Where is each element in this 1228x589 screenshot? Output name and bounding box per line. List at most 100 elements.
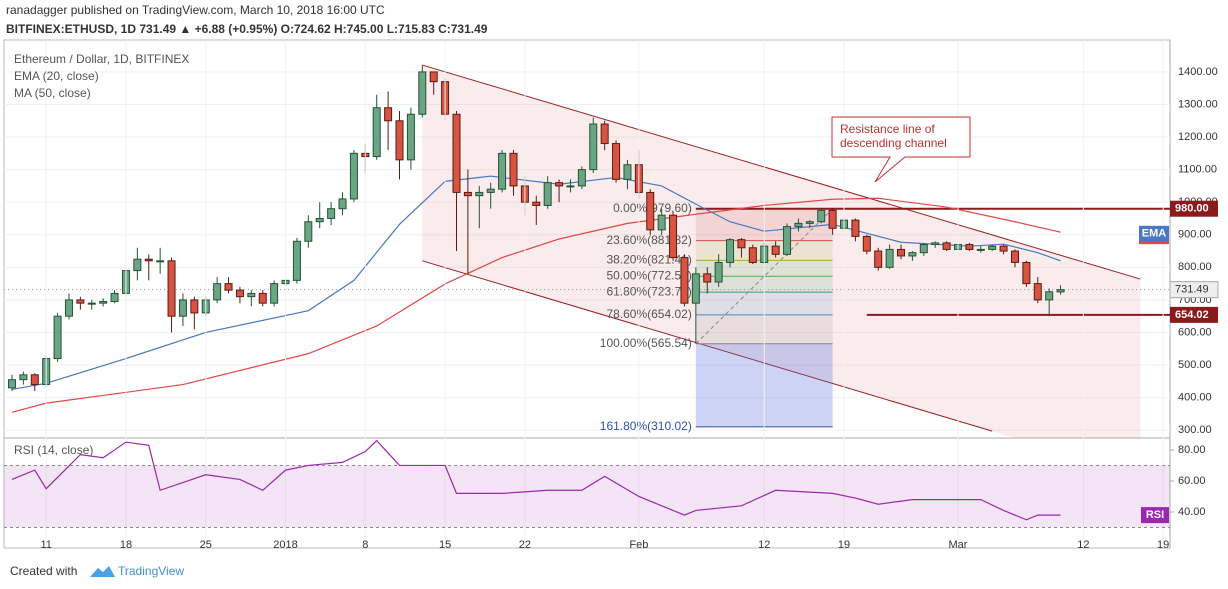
candle-body (897, 248, 906, 257)
candle-body (304, 221, 313, 242)
candle-body (64, 299, 73, 317)
candle-body (418, 71, 427, 115)
y-tick-label: 1300.00 (1178, 98, 1218, 110)
y-tick-label: 300.00 (1178, 424, 1212, 436)
candle-body (110, 292, 119, 303)
candle-body (737, 239, 746, 249)
candle-body (703, 273, 712, 283)
rsi-tick-label: 60.00 (1178, 475, 1206, 487)
channel-fill (422, 65, 1141, 438)
candle-body (178, 299, 187, 317)
candle-body (19, 374, 28, 381)
footer-created: Created with (10, 564, 77, 578)
y-tick-label: 1200.00 (1178, 131, 1218, 143)
fib-label: 78.60%(654.02) (606, 307, 691, 321)
candle-body (1056, 289, 1065, 293)
candle-body (714, 261, 723, 283)
candle-body (167, 260, 176, 317)
candle-body (555, 182, 564, 187)
candle-body (908, 252, 917, 257)
candle-body (292, 240, 301, 281)
y-tick-label: 500.00 (1178, 359, 1212, 371)
candle-body (1010, 250, 1019, 263)
price-tag-label: 980.00 (1175, 203, 1209, 215)
x-tick-label: 15 (439, 539, 451, 551)
candle-body (1022, 261, 1031, 285)
candle-body (612, 143, 621, 180)
candle-body (862, 235, 871, 252)
annotation-text: Resistance line of (840, 122, 935, 136)
candle-body (942, 242, 951, 250)
candle-body (589, 123, 598, 171)
rsi-band (4, 465, 1170, 528)
fib-label: 50.00%(772.57) (606, 268, 691, 282)
x-tick-label: Feb (629, 539, 648, 551)
chart: 0.00%(979.60)23.60%(881.82)38.20%(821.41… (4, 40, 1219, 551)
candle-body (828, 209, 837, 229)
price-tag (1170, 200, 1218, 217)
candle-body (657, 214, 666, 231)
candle-body (406, 113, 415, 161)
price-tag-label: 654.02 (1175, 309, 1209, 321)
x-tick-label: 12 (758, 539, 770, 551)
indicator-tag (1139, 225, 1169, 242)
candle-body (965, 244, 974, 250)
legend-entry: MA (50, close) (14, 86, 91, 100)
candle-body (577, 169, 586, 187)
legend-entry: Ethereum / Dollar, 1D, BITFINEX (14, 52, 189, 66)
indicator-line (11, 197, 1061, 413)
candle-body (1033, 283, 1042, 301)
fib-label: 100.00%(565.54) (600, 336, 692, 350)
annotation-text: descending channel (840, 136, 947, 150)
candle-body (133, 258, 142, 272)
candle-body (76, 299, 85, 304)
last-price-tag (1169, 281, 1219, 299)
candle-body (213, 283, 222, 301)
candle-body (1045, 291, 1054, 301)
y-tick-label: 1100.00 (1178, 164, 1217, 176)
indicator-line (11, 439, 1061, 521)
candle-body (99, 301, 108, 304)
candle-body (726, 239, 735, 263)
candle-body (247, 292, 256, 298)
candle-body (190, 299, 199, 314)
candle-body (794, 222, 803, 228)
candle-body (30, 374, 39, 386)
candle-body (919, 244, 928, 254)
candle-body (532, 201, 541, 206)
channel-lower (422, 260, 993, 432)
x-tick-label: 2018 (273, 539, 297, 551)
candle-body (566, 185, 575, 188)
candle-body (999, 245, 1008, 252)
candle-body (680, 257, 689, 304)
x-tick-label: Mar (949, 539, 968, 551)
candle-body (817, 209, 826, 223)
y-tick-label: 800.00 (1178, 261, 1212, 273)
candle-body (372, 107, 381, 158)
candle-body (851, 219, 860, 237)
candle-body (475, 191, 484, 197)
candle-body (338, 198, 347, 210)
x-tick-label: 22 (519, 539, 531, 551)
rsi-tick-label: 40.00 (1178, 506, 1206, 518)
candle-body (771, 245, 780, 255)
candle-body (384, 107, 393, 122)
footer-brand[interactable]: TradingView (118, 564, 184, 578)
candle-body (315, 217, 324, 223)
candle-body (988, 245, 997, 250)
candle-body (805, 221, 814, 224)
x-tick-label: 19 (838, 539, 850, 551)
tv-logo (90, 566, 115, 577)
rsi-tag-label: RSI (1146, 509, 1164, 521)
candle-body (224, 283, 233, 291)
candle-body (87, 302, 96, 305)
candle-body (748, 247, 757, 263)
indicator-tag-label: EMA (1142, 228, 1167, 240)
fib-label: 38.20%(821.41) (606, 253, 691, 267)
channel-upper (422, 64, 1141, 280)
candle-body (691, 273, 700, 304)
annotation-box (831, 116, 971, 183)
x-tick-label: 8 (362, 539, 368, 551)
candle-body (156, 260, 165, 263)
